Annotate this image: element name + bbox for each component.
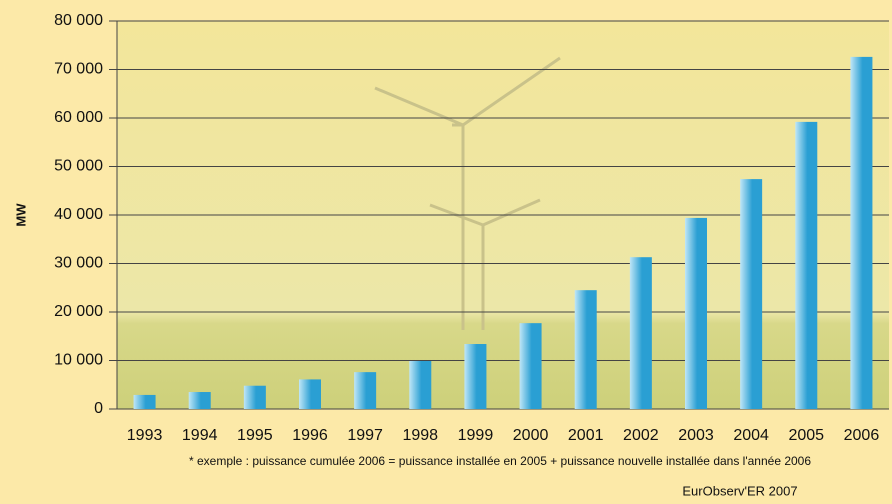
bar — [134, 395, 156, 409]
bar — [630, 257, 652, 409]
bar — [354, 372, 376, 409]
x-tick-label: 2001 — [568, 427, 604, 444]
bar — [244, 386, 266, 409]
footnote: * exemple : puissance cumulée 2006 = pui… — [189, 454, 811, 468]
bar — [299, 379, 321, 409]
x-tick-label: 1993 — [127, 427, 163, 444]
x-tick-label: 2006 — [844, 427, 880, 444]
x-tick-label: 1995 — [237, 427, 273, 444]
y-tick-label: 40 000 — [54, 206, 103, 223]
x-tick-label: 1998 — [402, 427, 438, 444]
y-tick-label: 80 000 — [54, 12, 103, 29]
x-tick-label: 1997 — [347, 427, 383, 444]
bar — [795, 122, 817, 409]
x-tick-label: 1999 — [458, 427, 494, 444]
page: {"chart_data": {"type": "bar", "y_label"… — [0, 0, 892, 504]
x-tick-label: 2003 — [678, 427, 714, 444]
x-tick-label: 2004 — [733, 427, 769, 444]
bar — [520, 323, 542, 409]
bar — [189, 392, 211, 409]
bar — [464, 344, 486, 409]
y-tick-label: 70 000 — [54, 61, 103, 78]
y-axis-label: MW — [13, 203, 28, 227]
x-tick-label: 2000 — [513, 427, 549, 444]
y-tick-label: 60 000 — [54, 109, 103, 126]
chart: MW * exemple : puissance cumulée 2006 = … — [0, 0, 892, 504]
bar — [850, 57, 872, 409]
x-tick-label: 1994 — [182, 427, 218, 444]
bar — [685, 218, 707, 409]
y-tick-label: 20 000 — [54, 303, 103, 320]
x-tick-label: 1996 — [292, 427, 328, 444]
bar — [740, 179, 762, 409]
bar — [575, 290, 597, 409]
bar — [409, 361, 431, 409]
y-tick-label: 0 — [94, 400, 103, 417]
y-tick-label: 50 000 — [54, 158, 103, 175]
x-tick-label: 2005 — [788, 427, 824, 444]
x-tick-label: 2002 — [623, 427, 659, 444]
y-tick-label: 10 000 — [54, 352, 103, 369]
y-tick-label: 30 000 — [54, 255, 103, 272]
source: EurObserv'ER 2007 — [682, 483, 797, 498]
